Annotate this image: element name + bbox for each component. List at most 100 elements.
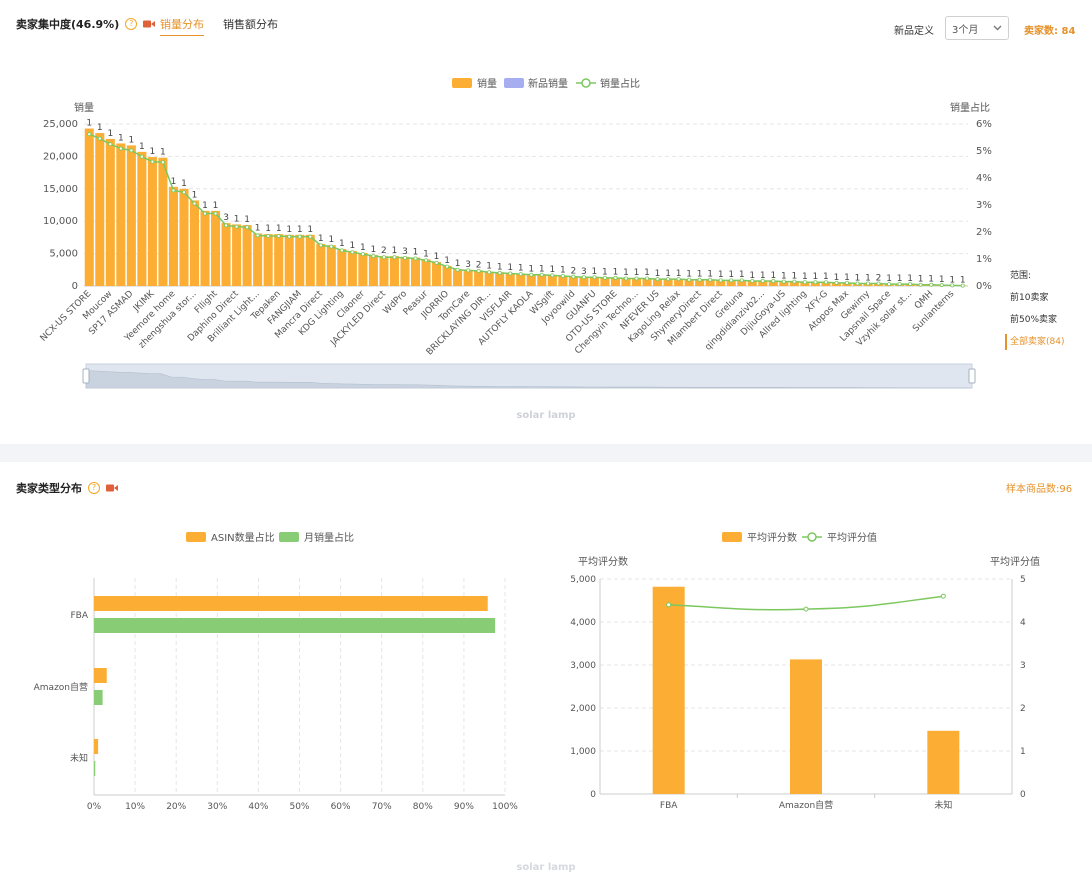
bar-count-label: 2 xyxy=(476,260,482,270)
sales-bar xyxy=(495,272,505,286)
bar-count-label: 1 xyxy=(823,272,829,282)
bar-count-label: 1 xyxy=(518,264,524,274)
range-top10[interactable]: 前10卖家 xyxy=(1010,293,1049,303)
tab-sales-volume[interactable]: 销量分布 xyxy=(160,16,204,36)
y2-axis-title: 销量占比 xyxy=(950,101,990,114)
category-label: FBA xyxy=(70,611,88,621)
sales-share-point xyxy=(781,279,786,284)
sales-share-point xyxy=(329,244,334,249)
sales-bar xyxy=(526,274,536,286)
tab-sales-amount[interactable]: 销售额分布 xyxy=(223,18,278,31)
sales-share-point xyxy=(171,188,176,193)
sales-bar xyxy=(463,269,473,286)
sales-bar xyxy=(137,151,147,286)
video-icon[interactable] xyxy=(143,20,156,28)
sales-share-point xyxy=(339,248,344,253)
bar-count-label: 1 xyxy=(423,249,429,259)
sales-bar xyxy=(579,276,589,286)
sales-bar xyxy=(200,210,210,286)
zoom-handle-right[interactable] xyxy=(968,368,976,384)
y2-tick-label: 1% xyxy=(976,254,992,265)
sales-bar xyxy=(747,280,757,286)
sales-share-point xyxy=(918,282,923,287)
help-icon[interactable]: ? xyxy=(88,482,100,494)
bar-count-label: 1 xyxy=(749,271,755,281)
sales-bar xyxy=(253,233,263,286)
sales-share-point xyxy=(245,225,250,230)
range-top50pct[interactable]: 前50%卖家 xyxy=(1010,315,1058,325)
sales-bar xyxy=(274,234,284,286)
bar-count-label: 1 xyxy=(307,225,313,235)
sales-share-point xyxy=(897,282,902,287)
y2-tick-label: 4 xyxy=(1020,618,1026,628)
sales-bar xyxy=(126,145,136,286)
y-tick-label: 5,000 xyxy=(570,575,596,585)
range-all[interactable]: 全部卖家(84) xyxy=(1005,334,1064,350)
bar-count-label: 1 xyxy=(781,271,787,281)
sales-bar xyxy=(789,281,799,286)
sales-share-point xyxy=(350,250,355,255)
sales-bar xyxy=(379,256,389,286)
bar-count-label: 1 xyxy=(286,225,292,235)
monthly-sales-share-bar xyxy=(94,761,96,776)
sales-share-point xyxy=(750,279,755,284)
bar-count-label: 1 xyxy=(255,224,261,234)
sales-share-point xyxy=(129,148,134,153)
sales-bar xyxy=(316,243,326,286)
sales-bar xyxy=(263,234,273,286)
bar-count-label: 1 xyxy=(360,243,366,253)
sales-bar xyxy=(600,277,610,286)
sales-bar xyxy=(695,279,705,286)
y2-tick-label: 5% xyxy=(976,146,992,157)
bar-count-label: 1 xyxy=(244,215,250,225)
sales-share-point xyxy=(855,281,860,286)
legend-label-avg-count: 平均评分数 xyxy=(747,531,797,544)
sales-share-point xyxy=(487,270,492,275)
help-icon[interactable]: ? xyxy=(125,18,138,30)
bar-count-label: 1 xyxy=(791,271,797,281)
sales-share-point xyxy=(529,272,534,277)
bar-count-label: 2 xyxy=(381,246,387,256)
category-label: 未知 xyxy=(70,752,88,764)
sales-share-point xyxy=(466,268,471,273)
sales-bar xyxy=(95,133,105,286)
bar-count-label: 1 xyxy=(844,273,850,283)
legend-marker-avg-value xyxy=(807,532,817,542)
sales-share-point xyxy=(708,277,713,282)
bar-count-label: 1 xyxy=(813,272,819,282)
bar-count-label: 1 xyxy=(539,264,545,274)
sales-bar xyxy=(105,138,115,286)
bar-count-label: 1 xyxy=(707,270,713,280)
y-tick-label: 0 xyxy=(72,281,78,292)
new-product-period-select[interactable]: 3个月 xyxy=(945,16,1009,40)
range-title: 范围: xyxy=(1010,271,1032,281)
video-icon[interactable] xyxy=(106,484,118,492)
bar-count-label: 1 xyxy=(192,190,198,200)
legend-swatch-avg-count xyxy=(722,532,742,542)
bar-count-label: 1 xyxy=(297,225,303,235)
x-tick-label: 80% xyxy=(413,802,433,812)
bar-count-label: 1 xyxy=(486,262,492,272)
zoom-handle-left[interactable] xyxy=(82,368,90,384)
period-select-value: 3个月 xyxy=(952,24,979,36)
sales-bar xyxy=(768,280,778,286)
sales-bar xyxy=(516,273,526,286)
sales-share-point xyxy=(813,280,818,285)
sales-bar xyxy=(663,278,673,286)
sales-bar xyxy=(453,269,463,286)
sales-bar xyxy=(631,278,642,286)
bar-count-label: 1 xyxy=(592,267,598,277)
sales-share-point xyxy=(381,255,386,260)
zoom-slider[interactable] xyxy=(82,363,976,389)
sales-bar xyxy=(389,256,399,286)
bar-count-label: 1 xyxy=(318,234,324,244)
y-tick-label: 10,000 xyxy=(43,216,78,227)
y-tick-label: 1,000 xyxy=(570,747,596,757)
sales-share-point xyxy=(203,211,208,216)
sales-share-point xyxy=(297,234,302,239)
y2-tick-label: 5 xyxy=(1020,575,1026,585)
bar-count-label: 1 xyxy=(181,179,187,189)
y-axis-title: 销量 xyxy=(74,101,94,114)
sales-share-point xyxy=(729,278,734,283)
sales-share-point xyxy=(97,136,102,141)
